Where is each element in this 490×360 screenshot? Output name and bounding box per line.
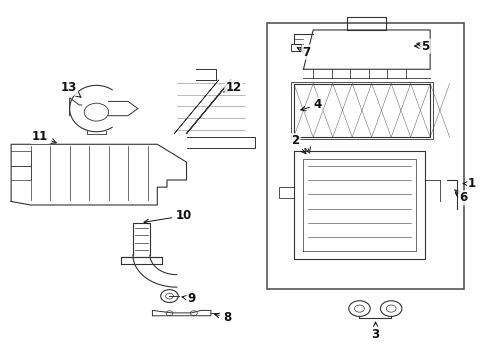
Text: 11: 11	[32, 130, 56, 143]
Bar	[291, 82, 433, 139]
Bar	[267, 23, 464, 289]
Text: 4: 4	[301, 99, 321, 112]
Text: 13: 13	[61, 81, 81, 97]
Text: 10: 10	[144, 209, 192, 224]
Text: 6: 6	[455, 192, 467, 204]
Text: 3: 3	[371, 322, 380, 341]
Text: 5: 5	[415, 40, 430, 53]
Bar	[294, 84, 430, 137]
Text: 7: 7	[297, 46, 311, 59]
Text: 8: 8	[215, 311, 231, 324]
Text: 12: 12	[224, 81, 242, 94]
Text: 1: 1	[463, 177, 476, 190]
Text: 2: 2	[292, 134, 306, 154]
Text: 9: 9	[182, 292, 196, 305]
